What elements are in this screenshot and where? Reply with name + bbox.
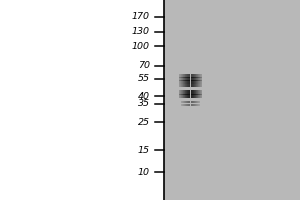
Bar	[0, 0, 164, 200]
Text: 55: 55	[138, 74, 150, 83]
Text: 25: 25	[138, 118, 150, 127]
Text: 100: 100	[132, 42, 150, 51]
Text: 10: 10	[138, 168, 150, 177]
Text: 170: 170	[132, 12, 150, 21]
Text: 40: 40	[138, 92, 150, 101]
Text: 35: 35	[138, 99, 150, 108]
Text: 70: 70	[138, 61, 150, 70]
Bar	[164, 0, 300, 200]
Text: 130: 130	[132, 27, 150, 36]
Text: 15: 15	[138, 146, 150, 155]
